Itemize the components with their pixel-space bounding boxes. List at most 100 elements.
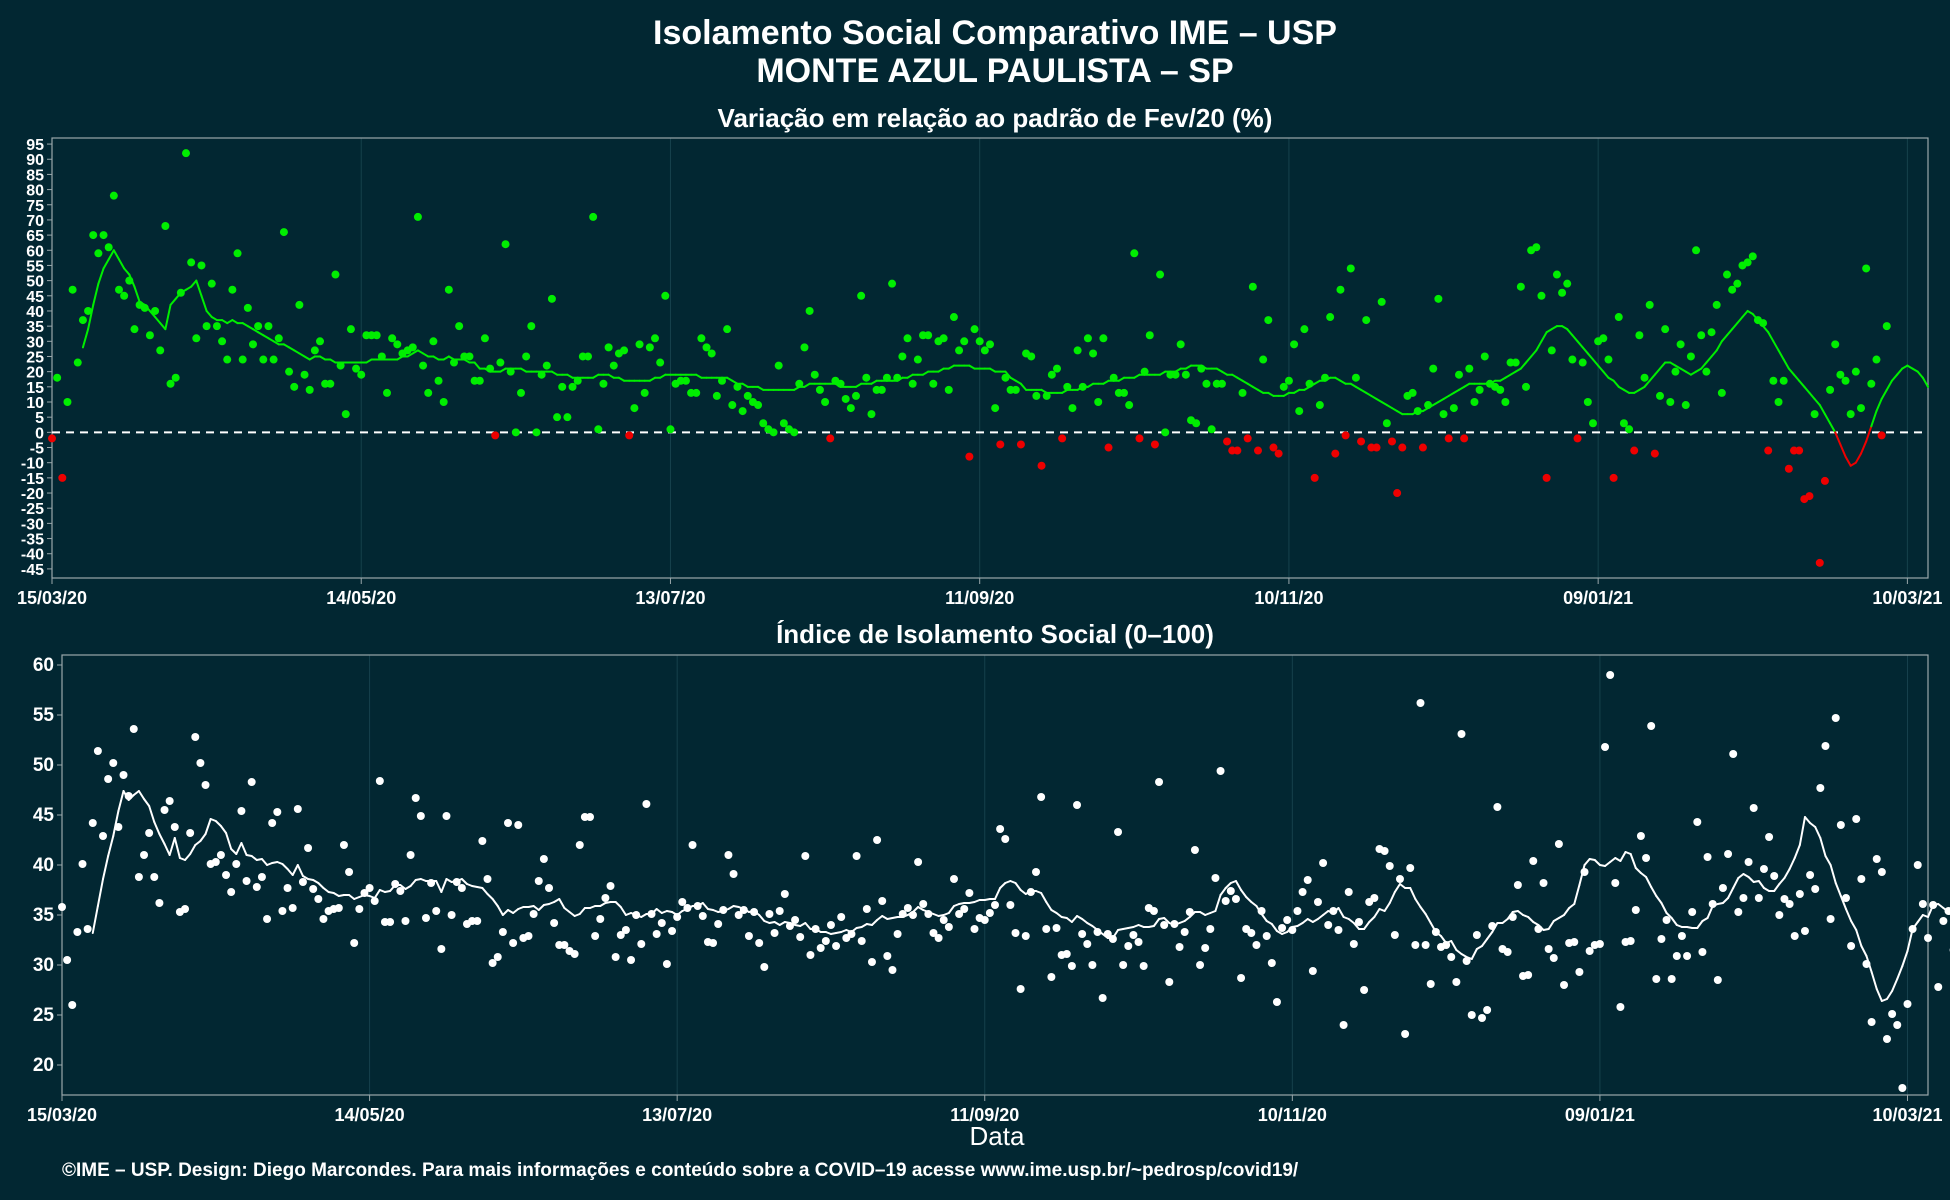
data-point (298, 878, 307, 886)
trend-segment (1741, 309, 1749, 319)
data-point (1893, 1021, 1902, 1029)
data-point (754, 401, 763, 410)
data-point (1712, 300, 1721, 309)
data-point (1149, 907, 1158, 915)
data-point (852, 852, 861, 860)
data-point (475, 376, 484, 385)
data-point (1139, 962, 1148, 970)
data-point (309, 885, 318, 893)
data-point (573, 376, 582, 385)
data-point (511, 428, 520, 437)
trend-segment (281, 863, 289, 870)
data-point (693, 902, 702, 910)
data-point (1223, 437, 1232, 446)
index-x-axis-label: Data (970, 1121, 1025, 1151)
data-point (1939, 917, 1948, 925)
trend-segment (123, 267, 131, 276)
data-point (1027, 352, 1036, 361)
trend-segment (164, 303, 172, 331)
trend-segment (1896, 367, 1904, 376)
data-point (965, 452, 974, 461)
data-point (268, 819, 277, 827)
data-point (1656, 391, 1664, 400)
data-point (375, 777, 384, 785)
data-point (1836, 821, 1845, 829)
data-point (944, 385, 953, 394)
data-point (991, 404, 1000, 413)
data-point (304, 844, 313, 852)
data-point (1120, 388, 1128, 397)
data-point (898, 352, 907, 361)
data-point (145, 829, 154, 837)
data-point (1408, 388, 1417, 397)
data-point (1073, 801, 1082, 809)
trend-segment (1839, 895, 1847, 910)
data-point (832, 942, 841, 950)
data-point (1145, 331, 1154, 340)
data-point (140, 851, 149, 859)
trend-segment (1486, 931, 1494, 940)
data-point (1413, 407, 1422, 416)
trend-segment (563, 907, 571, 913)
data-point (791, 916, 800, 924)
trend-segment (235, 842, 243, 855)
trend-segment (481, 887, 489, 895)
trend-segment (205, 309, 213, 319)
data-point (1683, 952, 1692, 960)
trend-segment (190, 279, 198, 288)
trend-segment (1885, 990, 1894, 1000)
data-point (1457, 730, 1466, 738)
data-point (1201, 944, 1210, 952)
trend-segment (1450, 940, 1458, 951)
data-point (233, 249, 242, 258)
data-point (170, 823, 179, 831)
trend-segment (107, 249, 115, 261)
trend-segment (1787, 367, 1795, 376)
data-point (960, 905, 969, 913)
data-point (1406, 864, 1415, 872)
data-point (1779, 376, 1788, 385)
data-point (765, 910, 774, 918)
data-point (1667, 975, 1676, 983)
data-point (493, 953, 502, 961)
data-point (1611, 879, 1620, 887)
data-point (434, 376, 443, 385)
trend-segment (399, 884, 407, 890)
data-point (1216, 767, 1225, 775)
data-point (1748, 252, 1757, 261)
trend-segment (1245, 896, 1253, 903)
data-point (1703, 853, 1712, 861)
trend-segment (1581, 346, 1589, 355)
data-point (109, 759, 118, 767)
data-point (796, 933, 805, 941)
data-point (1416, 699, 1425, 707)
data-point (1388, 437, 1396, 446)
trend-segment (1653, 367, 1661, 376)
data-point (570, 950, 579, 958)
data-point (1431, 928, 1440, 936)
trend-segment (87, 303, 95, 331)
data-point (1155, 778, 1164, 786)
data-point (238, 355, 247, 364)
data-point (1606, 671, 1615, 679)
data-point (642, 800, 651, 808)
trend-segment (1629, 853, 1637, 869)
data-point (893, 373, 902, 382)
data-point (1470, 398, 1479, 406)
data-point (483, 875, 492, 883)
data-point (1862, 264, 1871, 273)
data-point (1434, 294, 1443, 303)
trend-segment (578, 907, 586, 915)
data-point (68, 285, 77, 294)
data-point (1626, 937, 1635, 945)
data-point (1806, 871, 1815, 879)
data-point (288, 904, 297, 912)
data-point (1677, 932, 1686, 940)
data-point (517, 388, 525, 397)
data-point (1578, 358, 1587, 367)
data-point (1483, 1006, 1492, 1014)
data-point (114, 823, 123, 831)
trend-segment (1424, 913, 1432, 924)
data-point (661, 291, 670, 300)
trend-segment (999, 882, 1007, 889)
